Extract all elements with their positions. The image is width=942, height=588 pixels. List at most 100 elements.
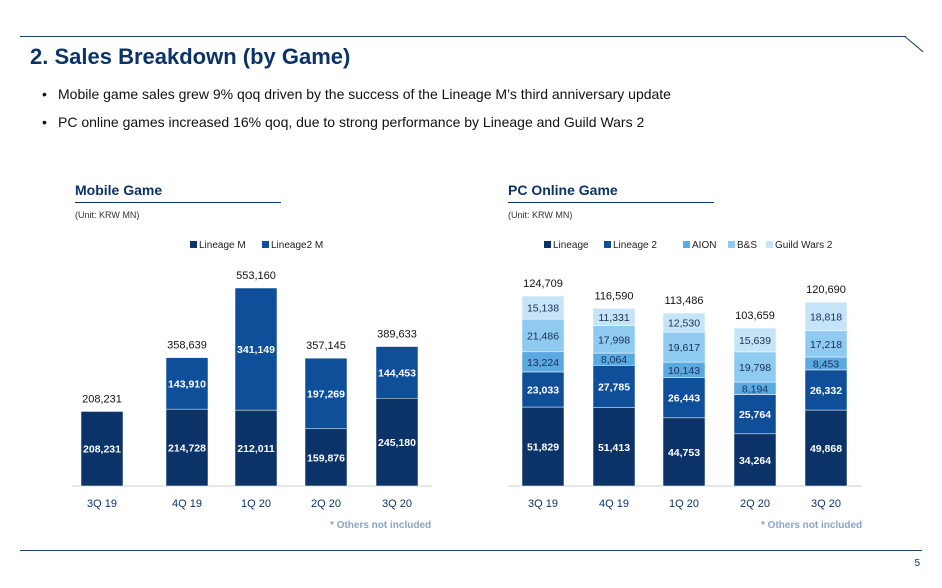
bar-segment bbox=[592, 365, 636, 408]
data-label: 8,064 bbox=[601, 354, 627, 366]
data-label: 8,194 bbox=[742, 383, 768, 395]
data-label: 12,530 bbox=[668, 318, 700, 330]
data-label: 34,264 bbox=[739, 455, 771, 467]
data-label: 51,413 bbox=[598, 442, 630, 454]
legend-label: Guild Wars 2 bbox=[775, 240, 833, 251]
mobile-chart-title: Mobile Game bbox=[75, 182, 281, 203]
bar-segment bbox=[234, 287, 278, 411]
x-tick-label: 1Q 20 bbox=[241, 498, 271, 510]
total-label: 553,160 bbox=[236, 270, 276, 282]
bar-segment bbox=[804, 369, 848, 411]
data-label: 49,868 bbox=[810, 443, 842, 455]
bar-segment bbox=[733, 394, 777, 435]
data-label: 10,143 bbox=[668, 365, 700, 377]
bar-segment bbox=[662, 312, 706, 333]
data-label: 159,876 bbox=[307, 452, 345, 464]
data-label: 19,798 bbox=[739, 362, 771, 374]
data-label: 18,818 bbox=[810, 311, 842, 323]
data-label: 143,910 bbox=[168, 378, 206, 390]
x-tick-label: 3Q 20 bbox=[382, 498, 412, 510]
legend-label: Lineage bbox=[553, 240, 589, 251]
page-number: 5 bbox=[914, 558, 920, 569]
bar-segment bbox=[521, 406, 565, 487]
legend-label: Lineage M bbox=[199, 240, 246, 251]
bar-segment bbox=[521, 295, 565, 320]
bar-segment bbox=[234, 409, 278, 487]
legend-swatch bbox=[683, 241, 690, 248]
total-label: 208,231 bbox=[82, 393, 122, 405]
bar-segment bbox=[592, 308, 636, 326]
legend-label: AION bbox=[692, 240, 716, 251]
data-label: 25,764 bbox=[739, 409, 771, 421]
bar-segment bbox=[592, 325, 636, 354]
legend-swatch bbox=[766, 241, 773, 248]
total-label: 116,590 bbox=[595, 290, 634, 302]
data-label: 144,453 bbox=[378, 367, 416, 379]
bar-segment bbox=[165, 408, 209, 487]
data-label: 13,224 bbox=[527, 357, 559, 369]
legend-swatch bbox=[262, 241, 269, 248]
x-tick-label: 3Q 20 bbox=[811, 498, 841, 510]
bullet-pc: PC online games increased 16% qoq, due t… bbox=[42, 114, 671, 130]
bar-segment bbox=[304, 428, 348, 487]
bar-segment bbox=[521, 371, 565, 408]
page-title: 2. Sales Breakdown (by Game) bbox=[30, 44, 351, 69]
legend-label: Lineage 2 bbox=[613, 240, 657, 251]
total-label: 103,659 bbox=[735, 310, 775, 322]
x-tick-label: 2Q 20 bbox=[740, 498, 770, 510]
pc-chart-title: PC Online Game bbox=[508, 182, 714, 203]
data-label: 8,453 bbox=[813, 358, 839, 370]
bar-segment bbox=[592, 407, 636, 487]
total-label: 113,486 bbox=[665, 295, 704, 307]
bar-segment bbox=[662, 377, 706, 419]
x-tick-label: 4Q 19 bbox=[599, 498, 629, 510]
bar-segment bbox=[375, 397, 419, 487]
x-tick-label: 3Q 19 bbox=[87, 498, 117, 510]
bar-segment bbox=[521, 318, 565, 353]
bar-segment bbox=[733, 433, 777, 487]
bar-segment bbox=[804, 409, 848, 487]
bar-segment bbox=[804, 301, 848, 332]
data-label: 27,785 bbox=[598, 382, 630, 394]
legend-label: B&S bbox=[737, 240, 757, 251]
data-label: 15,138 bbox=[527, 303, 559, 315]
total-label: 358,639 bbox=[167, 340, 207, 352]
x-tick-label: 2Q 20 bbox=[311, 498, 341, 510]
bullet-list: Mobile game sales grew 9% qoq driven by … bbox=[42, 86, 671, 142]
bar-segment bbox=[662, 331, 706, 363]
data-label: 51,829 bbox=[527, 442, 559, 454]
bar-segment bbox=[304, 357, 348, 430]
data-label: 11,331 bbox=[598, 312, 629, 324]
data-label: 23,033 bbox=[527, 384, 559, 396]
pc-note: * Others not included bbox=[761, 520, 863, 531]
bar-segment bbox=[375, 346, 419, 399]
data-label: 19,617 bbox=[668, 342, 700, 354]
mobile-unit: (Unit: KRW MN) bbox=[75, 210, 140, 220]
bar-segment bbox=[662, 417, 706, 487]
bar-segment bbox=[733, 327, 777, 353]
bar-segment bbox=[165, 357, 209, 410]
mobile-note: * Others not included bbox=[330, 520, 432, 531]
legend-swatch bbox=[544, 241, 551, 248]
total-label: 124,709 bbox=[523, 278, 563, 290]
data-label: 21,486 bbox=[527, 330, 559, 342]
x-tick-label: 1Q 20 bbox=[669, 498, 699, 510]
data-label: 214,728 bbox=[168, 443, 206, 455]
top-rule bbox=[20, 36, 906, 37]
legend-swatch bbox=[190, 241, 197, 248]
data-label: 26,332 bbox=[810, 385, 842, 397]
bullet-mobile: Mobile game sales grew 9% qoq driven by … bbox=[42, 86, 671, 102]
data-label: 44,753 bbox=[668, 447, 700, 459]
total-label: 120,690 bbox=[806, 284, 846, 296]
legend-swatch bbox=[604, 241, 611, 248]
data-label: 197,269 bbox=[307, 388, 345, 400]
x-tick-label: 3Q 19 bbox=[528, 498, 558, 510]
data-label: 15,639 bbox=[739, 335, 771, 347]
legend-label: Lineage2 M bbox=[271, 240, 323, 251]
bottom-rule bbox=[20, 550, 922, 551]
data-label: 212,011 bbox=[237, 443, 275, 455]
data-label: 17,998 bbox=[598, 334, 630, 346]
data-label: 245,180 bbox=[378, 437, 416, 449]
